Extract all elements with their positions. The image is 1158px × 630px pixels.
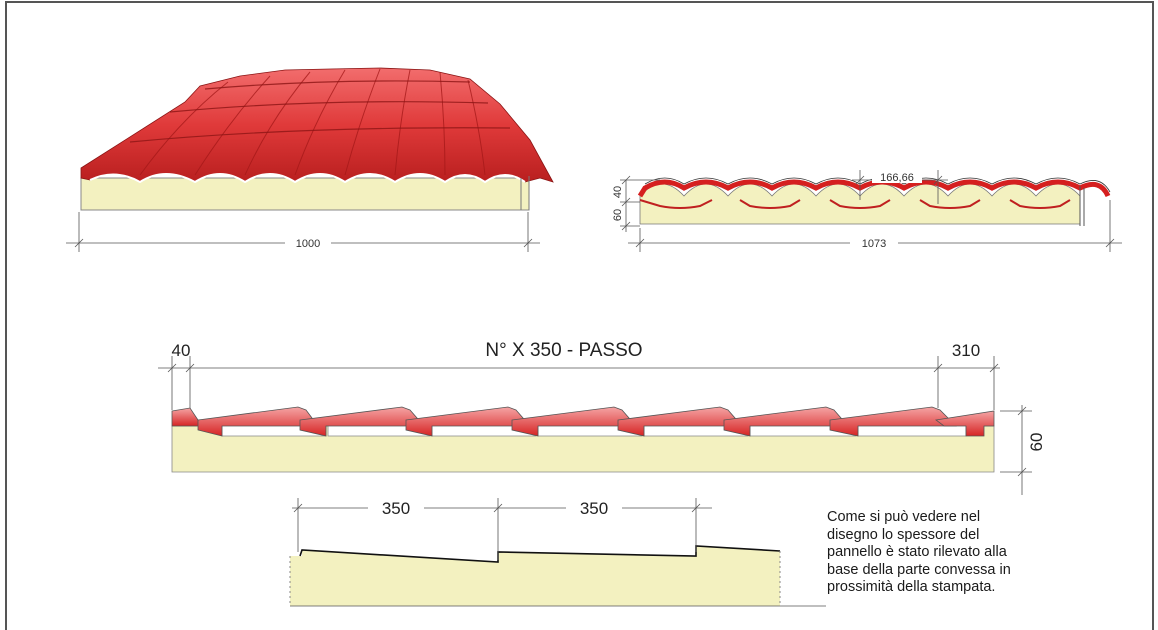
section-height-top-label: 40: [612, 186, 624, 198]
long-title: N° X 350 - PASSO: [485, 340, 642, 361]
detail-step2-label: 350: [580, 499, 608, 518]
section-height-bottom-label: 60: [612, 209, 624, 221]
panel-3d-width-label: 1000: [296, 238, 320, 250]
detail-section: 350 350: [289, 498, 826, 607]
note-line: prossimità della stampata.: [827, 579, 996, 596]
panel-3d-tiles: [80, 67, 554, 183]
detail-step1-label: 350: [382, 499, 410, 518]
note-line: pannello è stato rilevato alla: [827, 544, 1007, 561]
long-left-label: 40: [172, 341, 191, 360]
note-line: Come si può vedere nel: [827, 509, 981, 525]
page-border: [5, 1, 1154, 630]
section-pitch-label: 166,66: [880, 172, 914, 184]
detail-foam: [290, 546, 780, 606]
panel-3d-view: 1000: [66, 67, 554, 252]
long-tile-steps: [171, 406, 995, 437]
panel-3d-foam: [80, 177, 530, 211]
long-right-label: 310: [952, 341, 980, 360]
note-line: base della parte convessa in: [827, 561, 1011, 578]
note-line: disegno lo spessore del: [827, 526, 980, 543]
explanatory-note: Come si può vedere nel disegno lo spesso…: [827, 509, 1039, 597]
longitudinal-section: 40 N° X 350 - PASSO 310 60: [158, 340, 1046, 495]
section-width-label: 1073: [862, 238, 886, 250]
long-height-label: 60: [1027, 433, 1046, 452]
panel-cross-section: 40 60 166,66 1073: [612, 170, 1122, 252]
long-foam: [171, 425, 995, 473]
